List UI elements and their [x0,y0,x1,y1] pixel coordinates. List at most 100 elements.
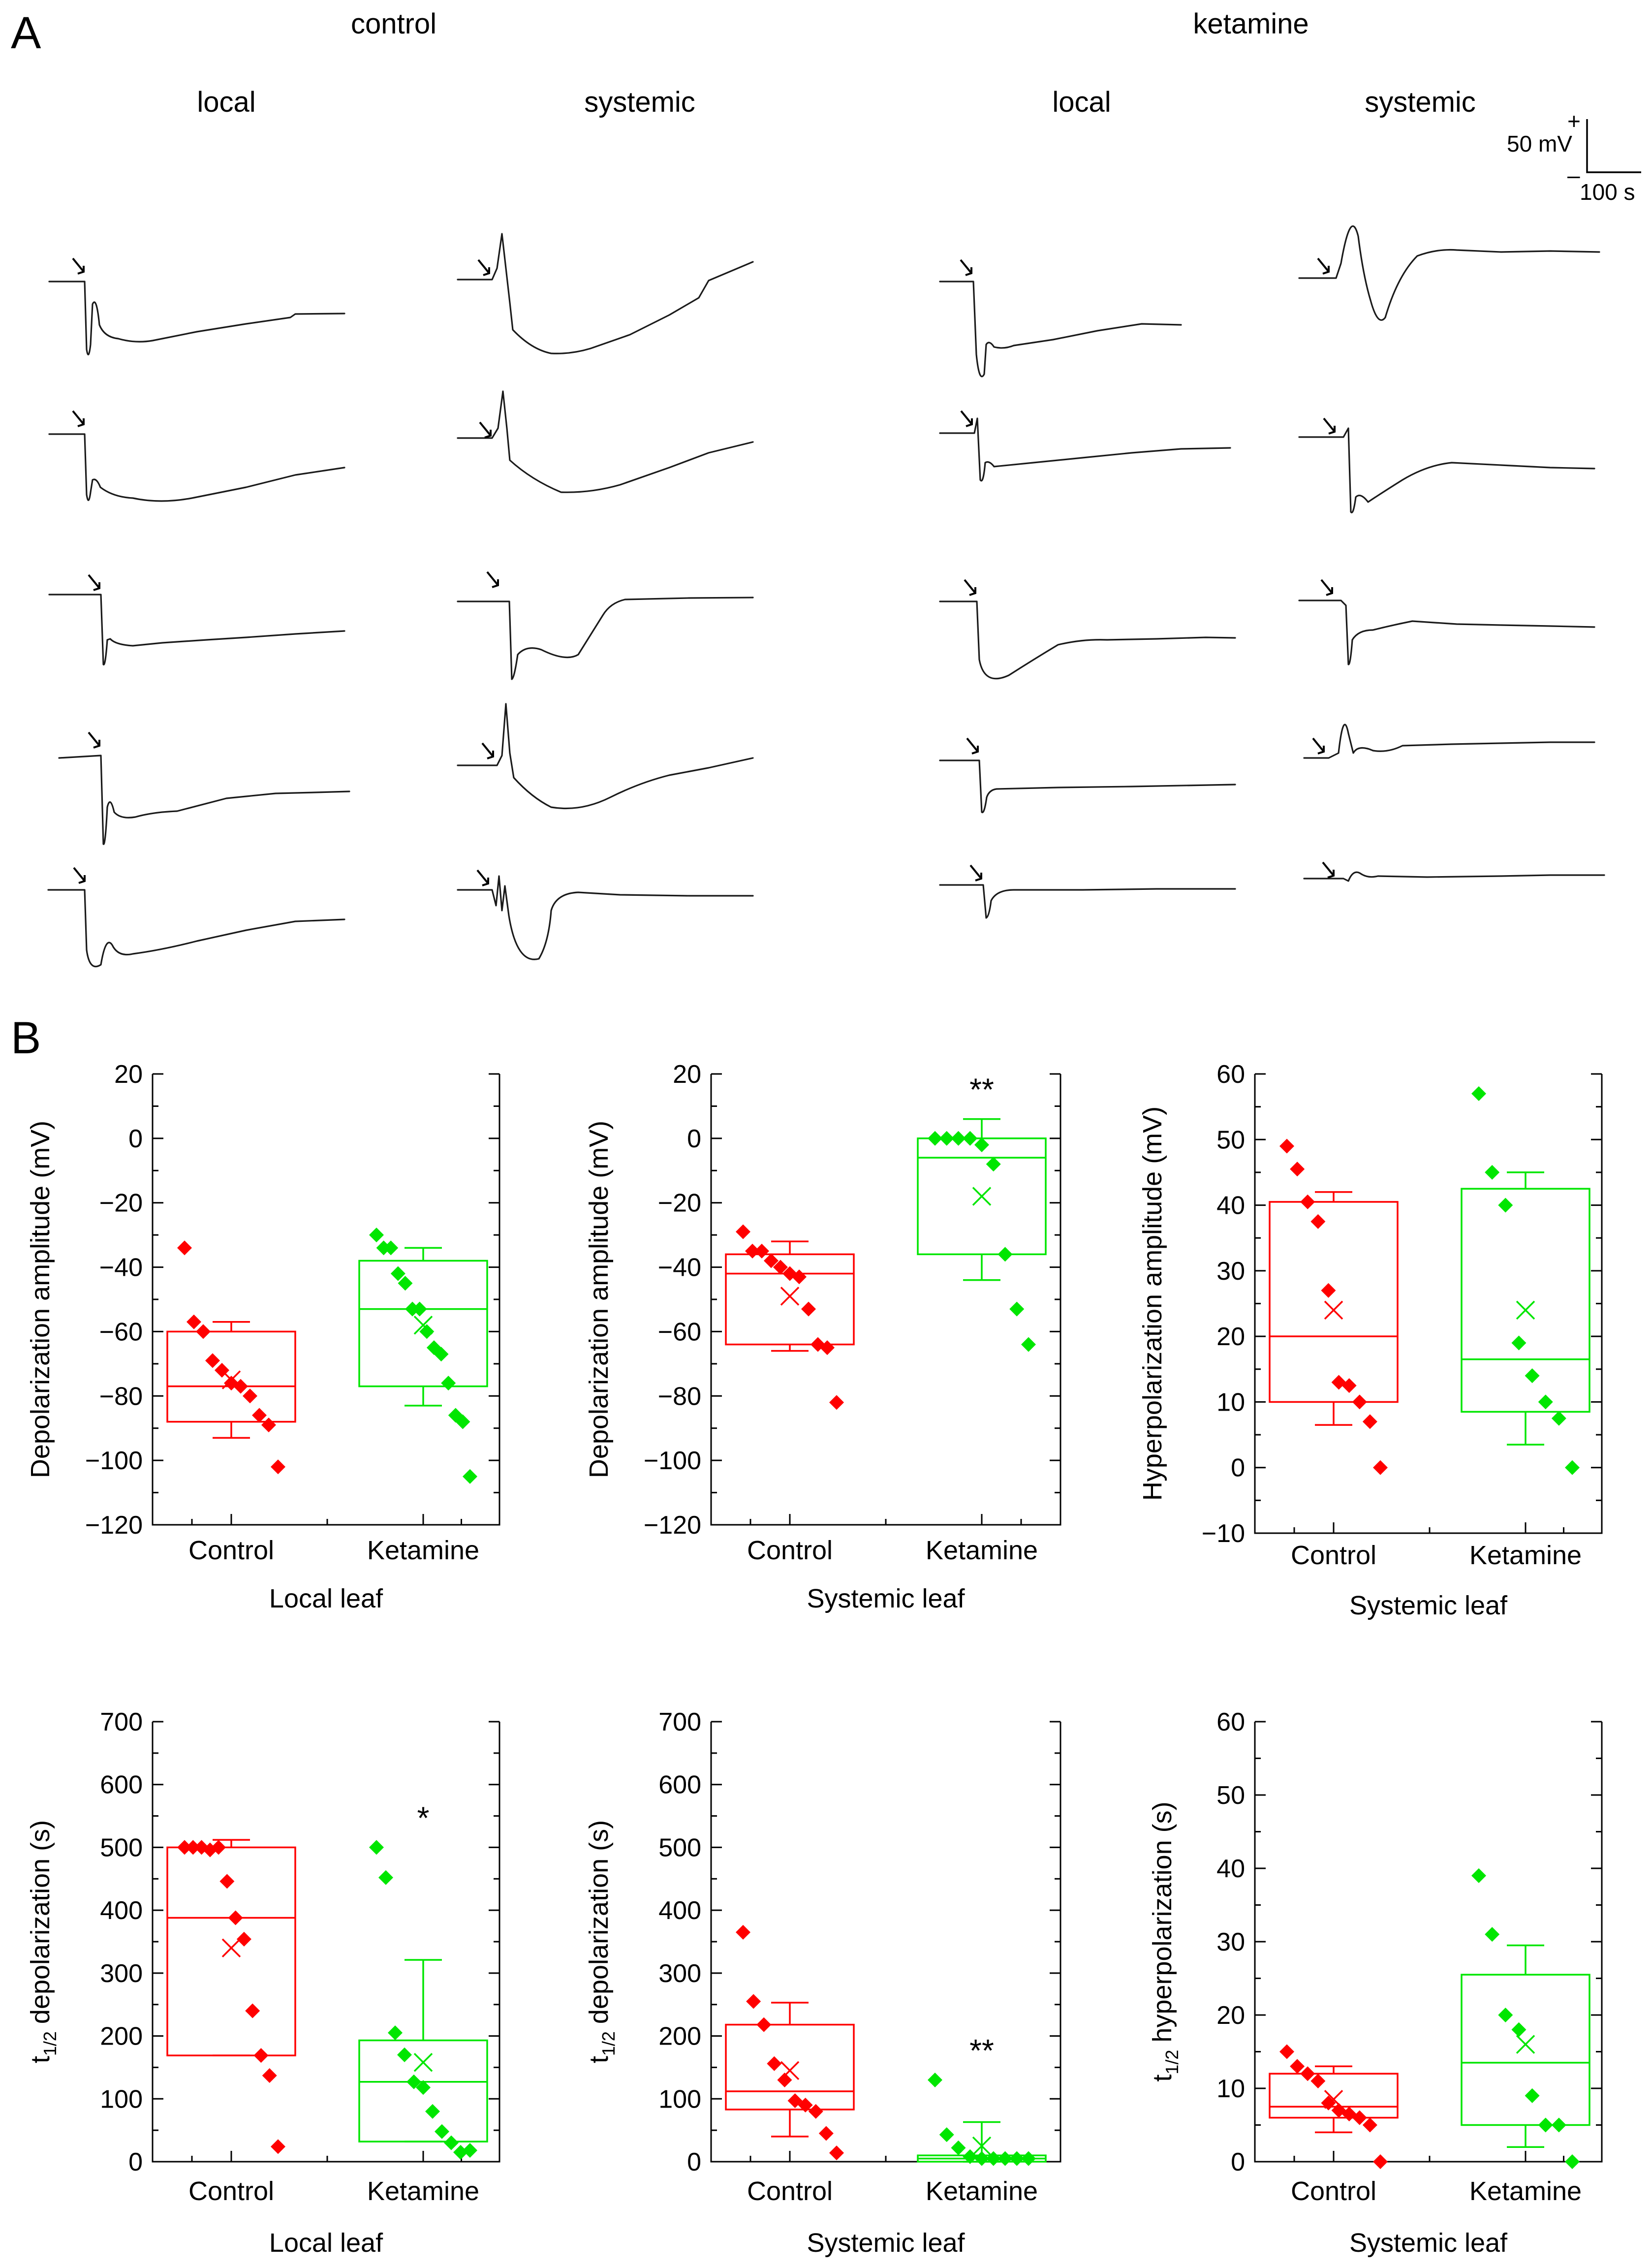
data-point [798,2098,813,2113]
data-point [419,1324,435,1339]
y-tick-label: 10 [1216,2075,1245,2103]
axis-frame [152,1722,500,2163]
data-point [754,1243,769,1259]
trace-control-local-2 [48,433,345,502]
data-point [441,1376,456,1391]
arrows-ketamine-local [960,259,982,882]
data-point [1565,2154,1580,2169]
y-tick-label: −100 [644,1447,701,1475]
data-point [1321,2095,1336,2110]
chart-systemic-hyperpolarization-amplitude: −10 0 10 20 30 40 50 60 Control Ketamine Systemic … [1138,1060,1603,1620]
data-point [986,2151,1001,2166]
trace-control-systemic-5 [457,875,754,960]
y-tick-label: 400 [100,1896,143,1925]
x-axis-title: Systemic leaf [1349,2228,1508,2258]
data-point [196,1324,211,1339]
y-tick-label: 20 [1216,1323,1245,1351]
data-point [764,1253,779,1268]
series-control [166,1240,296,1475]
data-point [369,1228,384,1243]
series-ketamine [917,1118,1047,1352]
data-point [1362,1414,1377,1429]
scale-bar-lines [1586,119,1641,173]
y-axis-title: Depolarization amplitude (mV) [26,1121,55,1478]
mean-marker [1516,2035,1535,2054]
series-ketamine [1461,1086,1590,1475]
data-point [1009,2151,1025,2166]
mean-marker [972,1187,992,1206]
data-point [252,1408,267,1423]
data-point [829,1395,844,1410]
trace-control-systemic-1 [457,233,754,354]
x-tick-label: Ketamine [926,1536,1038,1565]
y-axis-title-subscript: 1/2 [40,2031,60,2056]
box [725,1253,855,1346]
mean-marker [413,2052,433,2072]
y-tick-label: −40 [658,1254,701,1282]
series-control [725,1924,855,2161]
trace-control-local-3 [48,594,345,665]
trace-ketamine-systemic-2 [1298,427,1595,513]
data-point [211,1840,226,1855]
mean-marker [1516,1300,1535,1320]
trace-ketamine-local-2 [939,417,1231,482]
data-point [236,1931,251,1947]
significance-marker: ** [969,2033,994,2068]
y-tick-label: 400 [658,1896,701,1925]
data-point [951,2140,966,2155]
arrows-ketamine-systemic [1312,257,1336,879]
data-point [792,1269,807,1285]
panel-a-label: A [11,8,41,58]
x-tick-label: Ketamine [1469,2176,1582,2206]
chart-systemic-t-half-depolarization: 0 100 200 300 400 500 600 700 Control Ketamine Sys… [584,1708,1061,2258]
y-axis-title-subscript: 1/2 [1162,2050,1182,2075]
scale-bar-minus: – [1567,162,1580,188]
chart-systemic-t-half-hyperpolarization: 0 10 20 30 40 50 60 Control Ketamine Systemic lea… [1148,1708,1603,2258]
data-point [1485,1165,1500,1180]
box [1461,1188,1590,1413]
trace-control-systemic-2 [457,390,754,493]
x-tick-label: Control [188,1536,274,1565]
data-point [228,1910,243,1925]
data-point [444,2135,459,2150]
data-point [1538,2117,1553,2133]
data-point [1373,2154,1388,2169]
data-point [1352,2110,1367,2125]
data-point [1565,1460,1580,1475]
y-tick-label: −80 [658,1382,701,1411]
y-tick-label: 0 [687,1125,701,1153]
data-point [425,2104,440,2119]
arrows-control-systemic [476,259,499,886]
mean-marker [972,2136,992,2156]
data-point [974,1137,989,1152]
data-point [767,2056,782,2071]
y-tick-label: −60 [658,1318,701,1346]
y-tick-label: 600 [658,1771,701,1799]
data-point [963,2149,978,2164]
traces-ketamine-systemic [1298,225,1605,882]
y-tick-label: 300 [658,1959,701,1988]
data-point [398,1276,413,1291]
panel-b: B [11,1013,41,1063]
y-tick-label: 300 [100,1959,143,1988]
y-tick-label: 100 [100,2085,143,2113]
column-label-ketamine-local: local [1052,86,1111,118]
x-tick-label: Control [747,1536,833,1565]
data-point [233,1379,248,1394]
data-point [1538,1394,1553,1410]
y-axis-title: Depolarization amplitude (mV) [584,1121,614,1478]
trace-ketamine-local-1 [939,281,1182,378]
series-ketamine [358,1228,488,1484]
y-tick-label: 500 [100,1833,143,1862]
data-point [1009,1301,1025,1317]
data-point [271,1459,285,1475]
y-tick-label: 40 [1216,1855,1245,1883]
data-point [1525,1368,1540,1384]
y-tick-label: 60 [1216,1708,1245,1736]
y-tick-label: 50 [1216,1126,1245,1154]
panel-a: A control ketamine local systemic local … [11,8,1641,968]
data-point [1021,2151,1036,2166]
data-point [1373,1460,1388,1475]
x-tick-label: Control [1291,2176,1376,2206]
x-tick-label: Control [1291,1541,1376,1570]
